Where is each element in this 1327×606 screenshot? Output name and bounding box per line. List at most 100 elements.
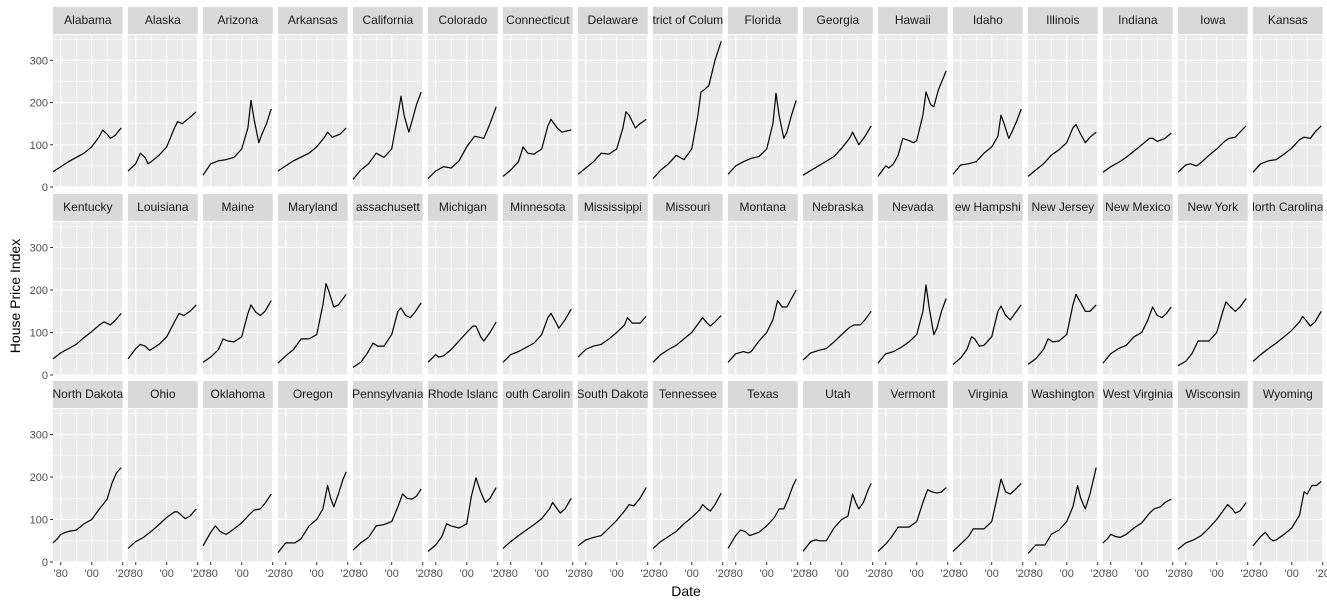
x-tick-label: '20 — [116, 568, 130, 580]
series-line-missouri — [652, 315, 722, 363]
facet-label-new-hampshire: ew Hampshi — [955, 200, 1021, 214]
series-line-indiana — [1102, 132, 1172, 173]
series-line-tennessee — [652, 492, 722, 549]
facet-label-mississippi: Mississippi — [584, 200, 642, 214]
facet-strip-utah — [803, 381, 873, 408]
series-line-pennsylvania — [352, 488, 422, 551]
facet-label-maine: Maine — [222, 200, 255, 214]
facet-panel-louisiana: Louisiana — [127, 194, 199, 376]
x-tick-label: '80 — [804, 568, 818, 580]
plot-panel-west-virginia — [1103, 409, 1173, 562]
y-tick-label: 0 — [42, 182, 48, 194]
facet-label-vermont: Vermont — [890, 387, 935, 401]
facet-label-wyoming: Wyoming — [1263, 387, 1313, 401]
series-line-ohio — [127, 508, 197, 549]
plot-panel-utah — [803, 409, 873, 562]
series-line-kansas — [1252, 125, 1322, 173]
facet-label-illinois: Illinois — [1046, 13, 1079, 27]
facet-label-michigan: Michigan — [439, 200, 487, 214]
facet-panel-south-carolina: outh Carolin — [502, 381, 574, 563]
x-tick-label: '80 — [1254, 568, 1268, 580]
y-tick-label: 100 — [30, 515, 48, 527]
facet-label-kentucky: Kentucky — [63, 200, 112, 214]
x-tick-label: '20 — [416, 568, 430, 580]
facet-strip-wisconsin — [1178, 381, 1248, 408]
facet-label-indiana: Indiana — [1118, 13, 1158, 27]
plot-panel-delaware — [578, 35, 648, 187]
facet-strip-colorado — [428, 7, 498, 34]
x-tick-label: '20 — [266, 568, 280, 580]
x-tick-label: '00 — [1135, 568, 1149, 580]
series-line-new-york — [1177, 298, 1247, 367]
facet-label-new-mexico: New Mexico — [1105, 200, 1171, 214]
series-line-florida — [727, 92, 797, 175]
series-line-mississippi — [577, 315, 647, 358]
facet-panel-wisconsin: Wisconsin — [1177, 381, 1249, 563]
facet-panel-north-carolina: lorth Carolina — [1252, 194, 1324, 376]
facet-label-rhode-island: Rhode Islanc — [428, 387, 498, 401]
x-tick-label: '80 — [954, 568, 968, 580]
series-line-west-virginia — [1102, 498, 1172, 544]
facet-strip-new-jersey — [1028, 194, 1098, 221]
facet-panel-utah: Utah — [802, 381, 874, 563]
facet-panel-colorado: Colorado — [427, 7, 499, 188]
facet-label-tennessee: Tennessee — [659, 387, 717, 401]
facet-panel-virginia: Virginia — [952, 381, 1024, 563]
plot-panel-connecticut — [503, 35, 573, 187]
y-tick-label: 200 — [30, 98, 48, 110]
facet-strip-nebraska — [803, 194, 873, 221]
facet-strip-north-carolina — [1253, 194, 1323, 221]
y-tick-label: 100 — [30, 328, 48, 340]
facet-panel-alaska: Alaska — [127, 7, 199, 188]
facet-label-nebraska: Nebraska — [812, 200, 864, 214]
plot-panel-california — [353, 35, 423, 187]
series-line-oregon — [277, 471, 347, 553]
facet-strip-arkansas — [278, 7, 348, 34]
plot-panel-oregon — [278, 409, 348, 562]
x-tick-label: '00 — [535, 568, 549, 580]
x-tick-label: '00 — [610, 568, 624, 580]
series-line-new-hampshire — [952, 304, 1022, 365]
x-tick-label: '00 — [85, 568, 99, 580]
x-tick-label: '20 — [1241, 568, 1255, 580]
y-tick-label: 200 — [30, 285, 48, 297]
facet-strip-mississippi — [578, 194, 648, 221]
x-tick-label: '80 — [279, 568, 293, 580]
facet-label-california: California — [362, 13, 413, 27]
plot-panel-new-york — [1178, 222, 1248, 375]
y-tick-label: 300 — [30, 430, 48, 442]
x-tick-label: '00 — [1210, 568, 1224, 580]
y-tick-label: 200 — [30, 472, 48, 484]
y-tick-label: 0 — [42, 370, 48, 382]
facet-label-district-of-columbia: trict of Colum — [653, 13, 724, 27]
facet-panel-wyoming: Wyoming — [1252, 381, 1324, 563]
facet-strip-delaware — [578, 7, 648, 34]
plot-panel-hawaii — [878, 35, 948, 187]
facet-label-delaware: Delaware — [587, 13, 638, 27]
facet-strip-kentucky — [53, 194, 123, 221]
facet-strip-oregon — [278, 381, 348, 408]
facet-strip-michigan — [428, 194, 498, 221]
plot-panel-massachusetts — [353, 222, 423, 375]
facet-panel-new-jersey: New Jersey — [1027, 194, 1099, 376]
facet-panel-nevada: Nevada — [877, 194, 949, 376]
x-tick-label: '00 — [385, 568, 399, 580]
facet-label-alaska: Alaska — [145, 13, 181, 27]
series-line-delaware — [577, 111, 647, 175]
facet-label-missouri: Missouri — [666, 200, 711, 214]
series-line-rhode-island — [427, 477, 497, 552]
facet-label-wisconsin: Wisconsin — [1186, 387, 1241, 401]
facet-panel-ohio: Ohio — [127, 381, 199, 563]
facet-label-west-virginia: West Virginia — [1103, 387, 1174, 401]
facet-strip-maine — [203, 194, 273, 221]
plot-panel-colorado — [428, 35, 498, 187]
series-line-vermont — [877, 487, 947, 552]
x-tick-label: '80 — [579, 568, 593, 580]
series-line-idaho — [952, 108, 1022, 175]
facet-panel-maryland: Maryland — [277, 194, 349, 376]
series-line-kentucky — [52, 313, 122, 360]
series-line-maryland — [277, 283, 347, 364]
facet-label-new-jersey: New Jersey — [1032, 200, 1095, 214]
x-tick-label: '20 — [341, 568, 355, 580]
series-line-texas — [727, 478, 797, 549]
